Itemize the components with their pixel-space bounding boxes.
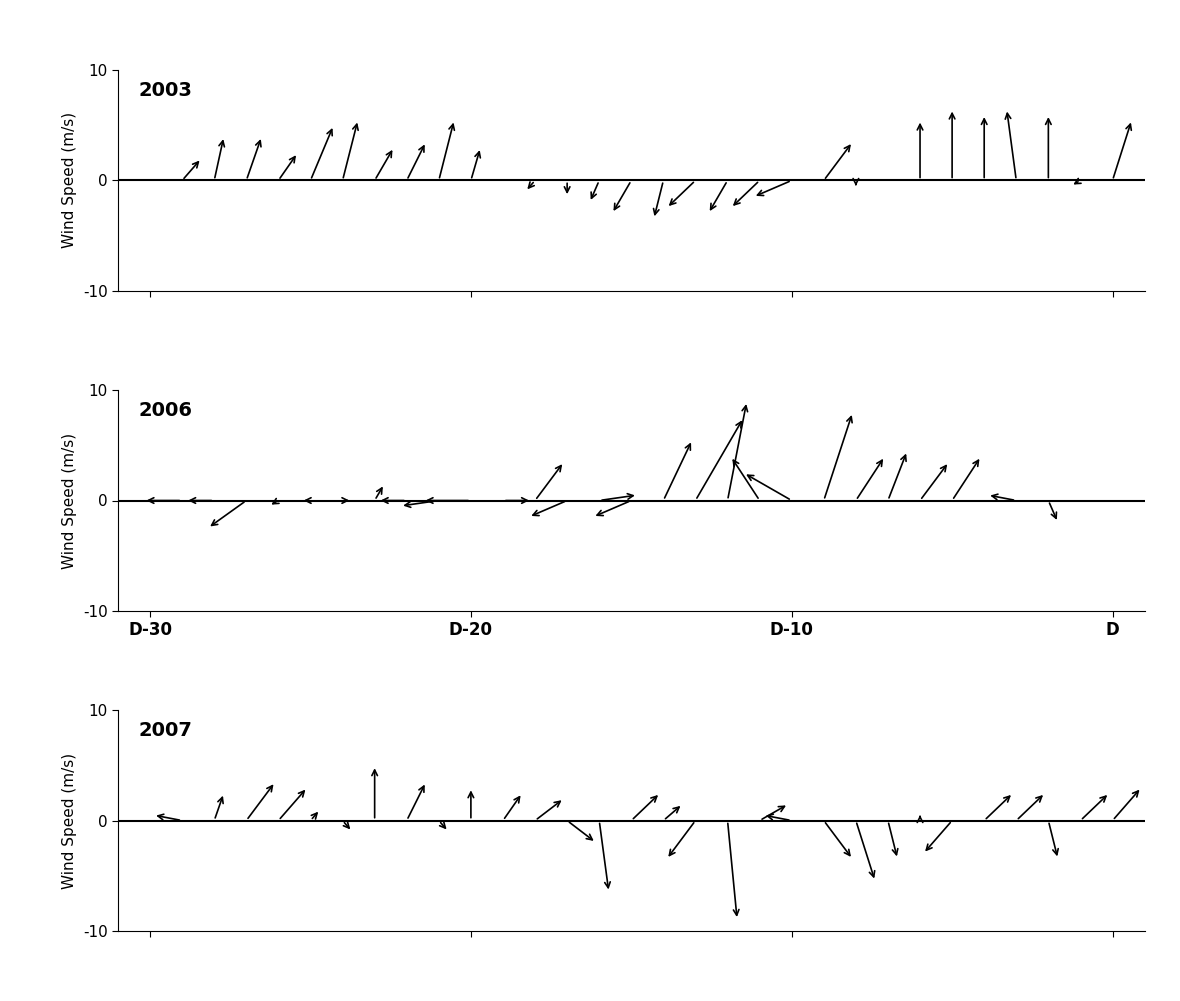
Text: 2007: 2007 [138, 722, 192, 740]
Y-axis label: Wind Speed (m/s): Wind Speed (m/s) [63, 112, 77, 248]
Text: 2003: 2003 [138, 81, 192, 100]
Y-axis label: Wind Speed (m/s): Wind Speed (m/s) [63, 753, 77, 889]
Y-axis label: Wind Speed (m/s): Wind Speed (m/s) [63, 432, 77, 569]
Text: 2006: 2006 [138, 401, 192, 420]
